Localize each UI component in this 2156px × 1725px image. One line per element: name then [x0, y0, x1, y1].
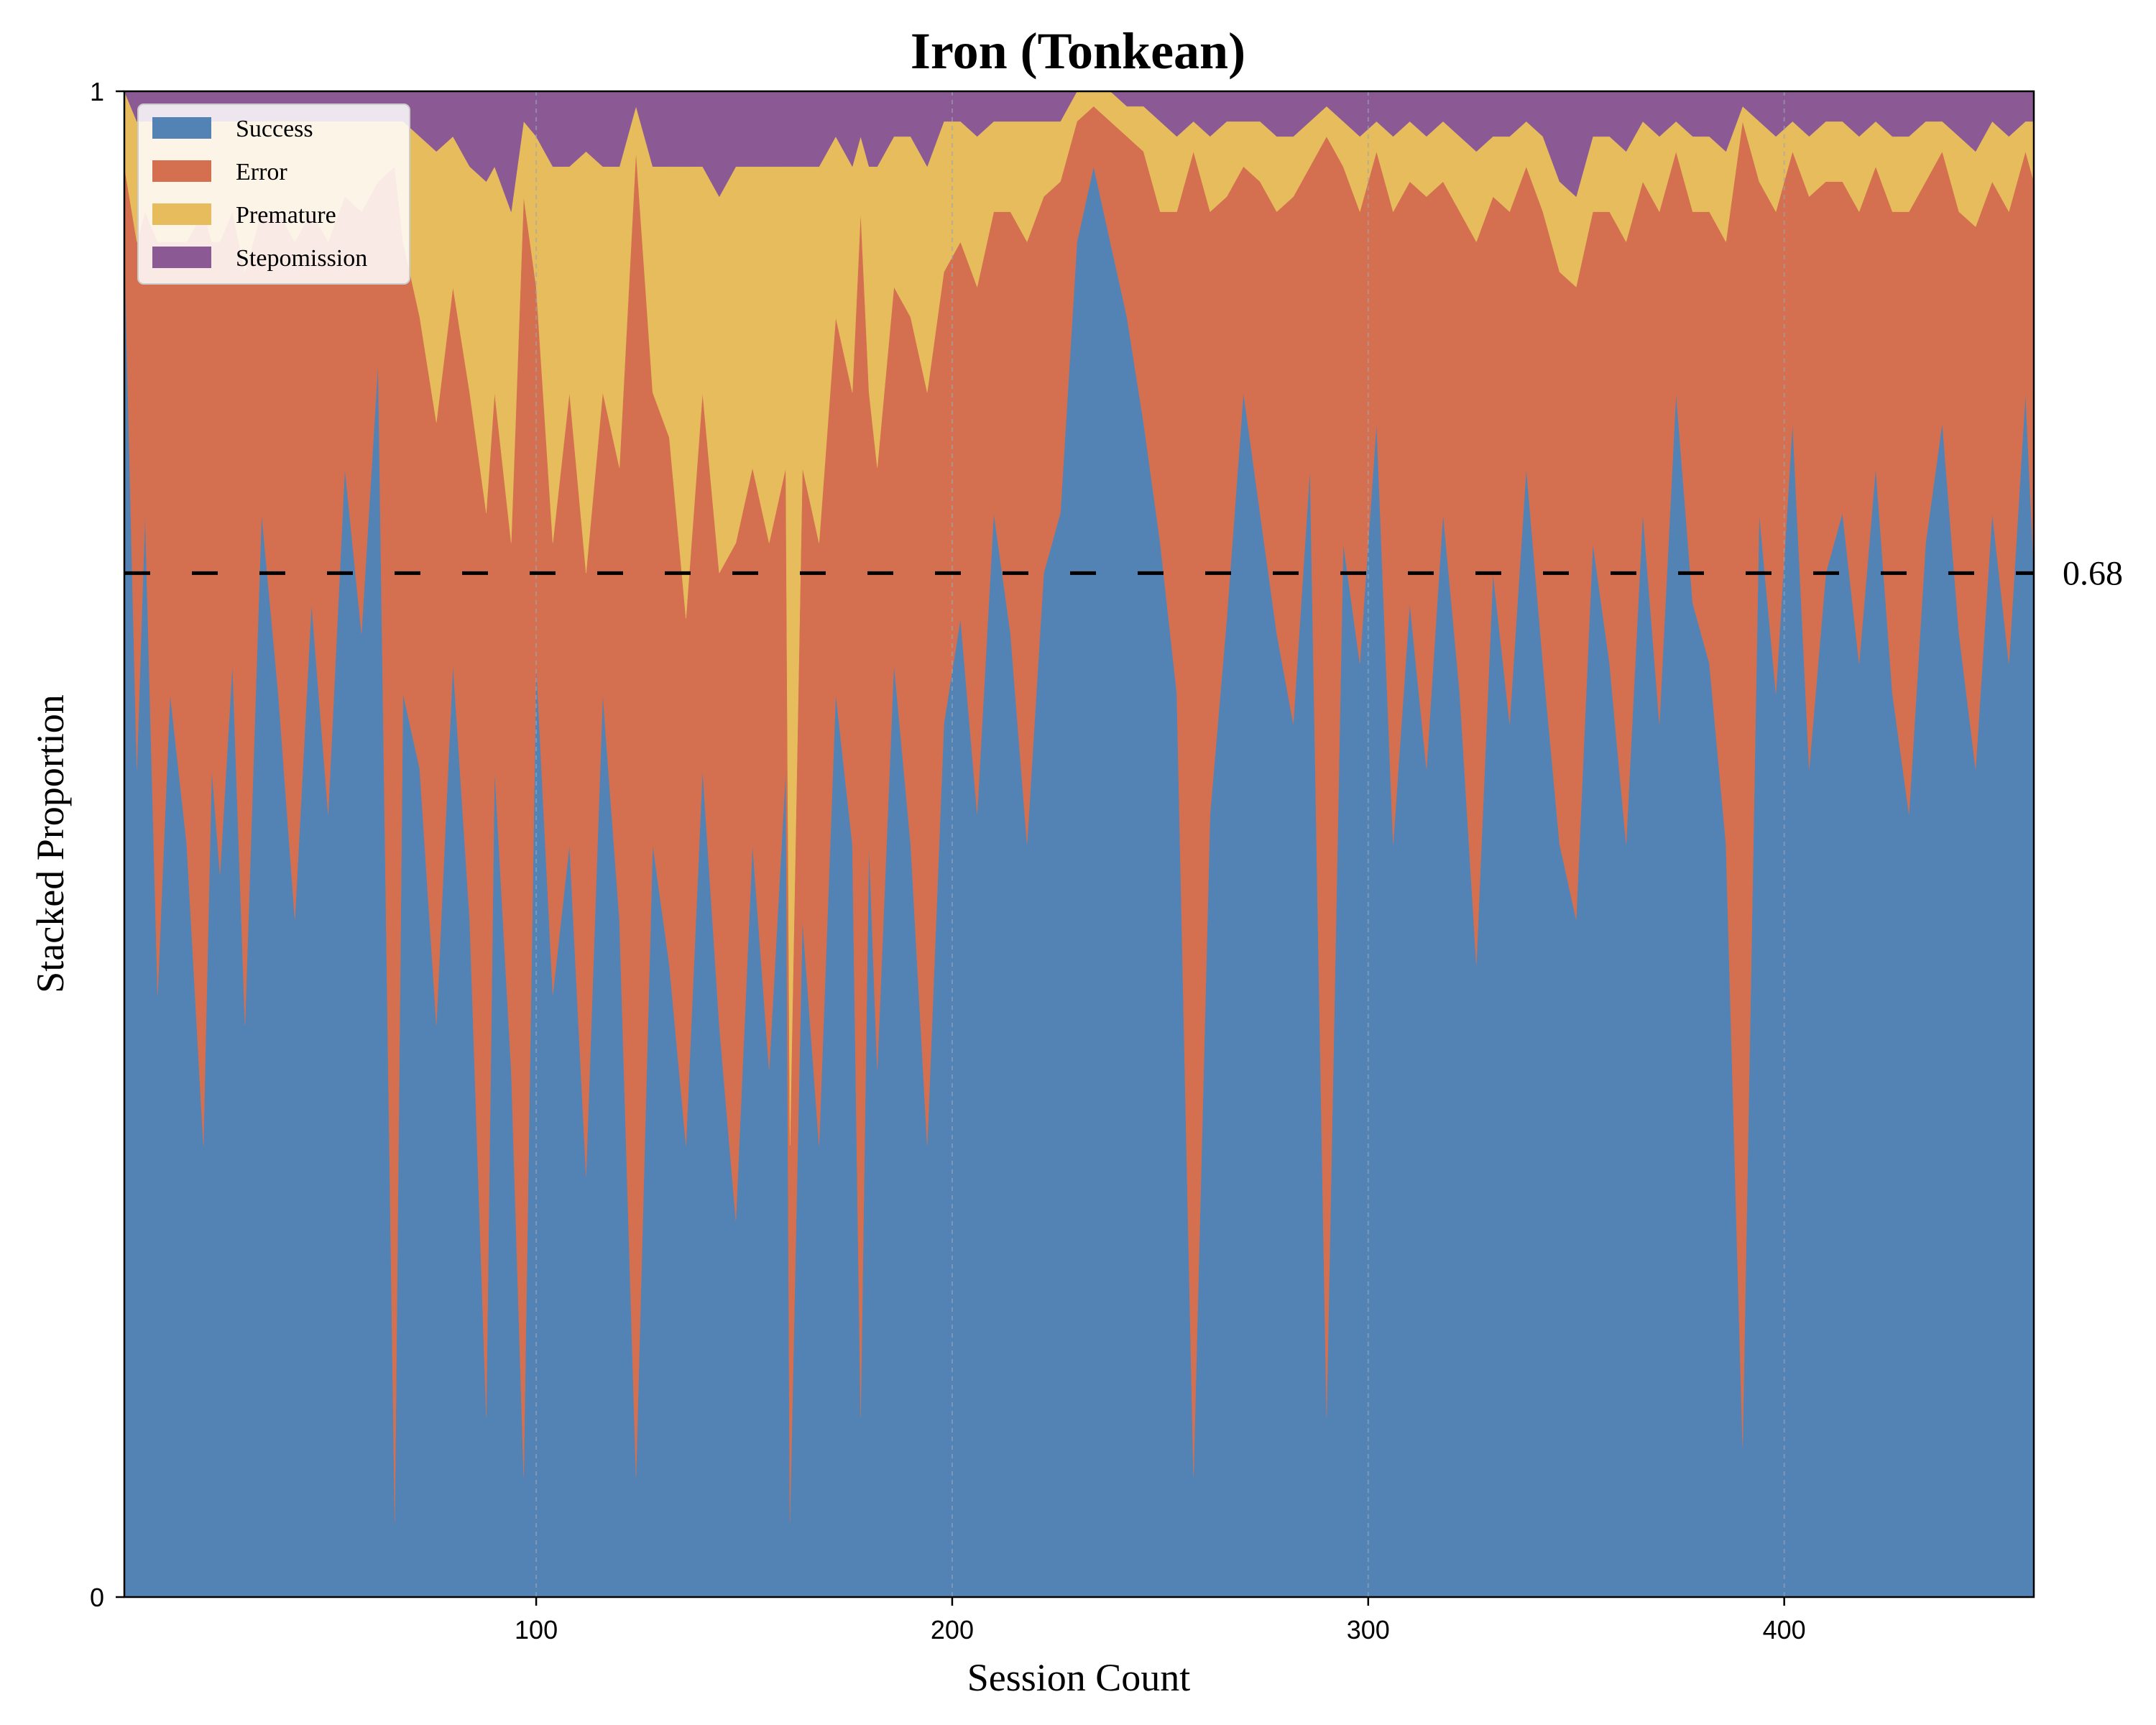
legend-swatch-premature [152, 203, 211, 225]
x-axis-ticks: 100 200 300 400 [515, 1597, 1806, 1644]
reference-line-layer: 0.68 [124, 554, 2123, 592]
area-series-layer [124, 91, 2034, 1597]
y-tick-label-0: 0 [90, 1583, 104, 1612]
area-stepomission [124, 91, 2034, 212]
y-tick-label-1: 1 [90, 77, 104, 106]
reference-line-label: 0.68 [2063, 554, 2123, 592]
legend-label-stepomission: Stepomission [236, 245, 367, 272]
legend: Success Error Premature Stepomission [137, 104, 410, 285]
x-tick-label-400: 400 [1763, 1615, 1806, 1644]
plot-frame [123, 90, 2035, 1598]
x-tick-label-300: 300 [1347, 1615, 1390, 1644]
legend-swatch-stepomission [152, 247, 211, 268]
legend-label-success: Success [236, 116, 313, 142]
legend-swatch-error [152, 160, 211, 182]
legend-entries: Success Error Premature Stepomission [152, 116, 367, 272]
legend-box [137, 104, 410, 285]
chart-title: Iron (Tonkean) [911, 22, 1245, 80]
x-axis-label: Session Count [967, 1656, 1191, 1699]
y-axis-label: Stacked Proportion [29, 694, 72, 993]
x-tick-label-200: 200 [931, 1615, 974, 1644]
legend-swatch-success [152, 117, 211, 139]
vertical-gridlines [535, 91, 1785, 1597]
legend-label-error: Error [236, 159, 287, 185]
legend-label-premature: Premature [236, 202, 336, 229]
y-axis-ticks: 01 [90, 77, 124, 1612]
x-tick-label-100: 100 [515, 1615, 558, 1644]
